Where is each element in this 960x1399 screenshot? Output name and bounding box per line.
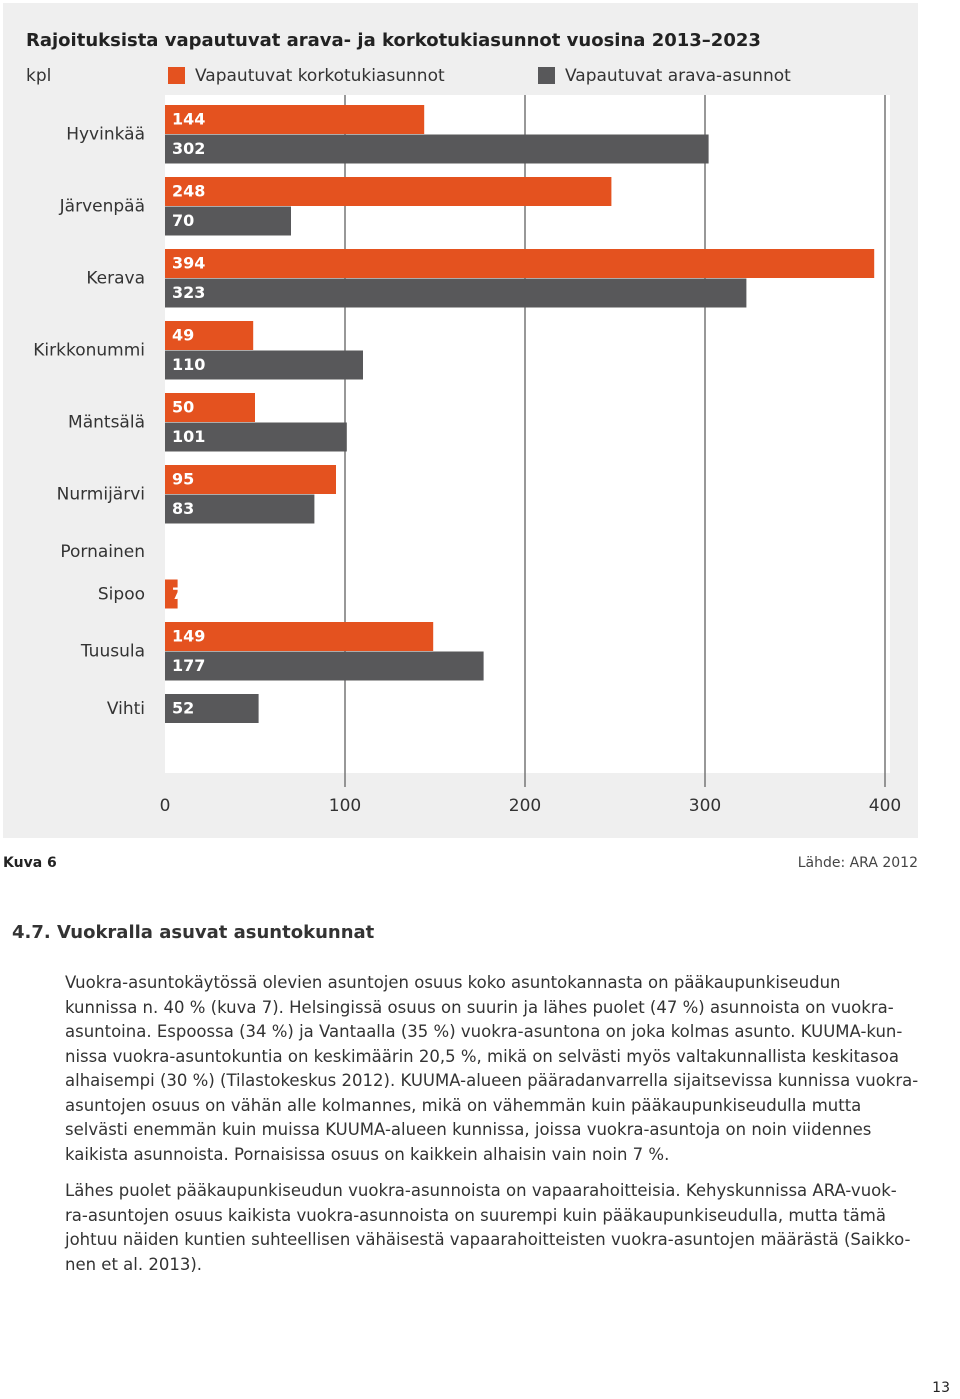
bar bbox=[165, 177, 612, 206]
chart: Rajoituksista vapautuvat arava- ja korko… bbox=[3, 3, 918, 838]
value-label: 110 bbox=[172, 355, 205, 374]
text-line: johtuu näiden kuntien suhteellisen vähäi… bbox=[65, 1230, 911, 1249]
text-line: Vuokra-asuntokäytössä olevien asuntojen … bbox=[65, 973, 841, 992]
y-tick-label: Pornainen bbox=[60, 542, 145, 562]
value-label: 95 bbox=[172, 469, 194, 488]
bar bbox=[165, 134, 709, 164]
x-tick-label: 300 bbox=[689, 796, 721, 816]
bar bbox=[165, 393, 255, 422]
x-tick-label: 0 bbox=[160, 796, 171, 816]
bar bbox=[165, 579, 178, 609]
text-line: nen et al. 2013). bbox=[65, 1254, 203, 1274]
bar bbox=[165, 350, 363, 380]
value-label: 52 bbox=[172, 698, 194, 717]
value-label: 101 bbox=[172, 427, 205, 446]
x-tick-label: 400 bbox=[869, 796, 901, 816]
legend-swatch bbox=[538, 67, 555, 84]
value-label: 49 bbox=[172, 325, 194, 344]
value-label: 50 bbox=[172, 397, 194, 416]
section-heading: 4.7. Vuokralla asuvat asuntokunnat bbox=[12, 922, 375, 943]
y-axis-label: kpl bbox=[26, 66, 51, 86]
value-label: 70 bbox=[172, 211, 194, 230]
bar bbox=[165, 321, 254, 350]
bar bbox=[165, 494, 315, 524]
bar bbox=[165, 105, 425, 134]
value-label: 149 bbox=[172, 626, 205, 645]
text-line: kaikista asunnoista. Pornaisissa osuus o… bbox=[65, 1144, 670, 1164]
value-label: 248 bbox=[172, 181, 205, 200]
chart-title: Rajoituksista vapautuvat arava- ja korko… bbox=[26, 30, 761, 51]
bar bbox=[165, 465, 336, 494]
value-label: 83 bbox=[172, 499, 194, 518]
figure-source: Lähde: ARA 2012 bbox=[797, 855, 918, 871]
bar bbox=[165, 278, 747, 308]
y-tick-label: Nurmijärvi bbox=[57, 485, 145, 505]
x-tick-label: 100 bbox=[329, 796, 361, 816]
text-line: Lähes puolet pääkaupunkiseudun vuokra-as… bbox=[65, 1181, 897, 1200]
legend-label: Vapautuvat korkotukiasunnot bbox=[195, 66, 445, 86]
y-tick-label: Vihti bbox=[107, 699, 145, 719]
text-line: kunnissa n. 40 % (kuva 7). Helsingissä o… bbox=[65, 997, 894, 1017]
bar bbox=[165, 422, 347, 452]
paragraph: Lähes puolet pääkaupunkiseudun vuokra-as… bbox=[65, 1179, 910, 1277]
bar bbox=[165, 206, 291, 236]
value-label: 144 bbox=[172, 109, 205, 128]
page-number: 13 bbox=[932, 1380, 950, 1396]
text-line: selvästi enemmän kuin muissa KUUMA-aluee… bbox=[65, 1120, 872, 1139]
legend-swatch bbox=[168, 67, 185, 84]
paragraph: Vuokra-asuntokäytössä olevien asuntojen … bbox=[65, 971, 918, 1167]
value-label: 394 bbox=[172, 253, 205, 272]
y-tick-label: Kirkkonummi bbox=[33, 341, 145, 361]
y-tick-label: Mäntsälä bbox=[68, 413, 145, 433]
bar bbox=[165, 651, 484, 681]
legend-label: Vapautuvat arava-asunnot bbox=[565, 66, 791, 86]
x-tick-label: 200 bbox=[509, 796, 541, 816]
value-label: 7 bbox=[172, 584, 183, 603]
bar bbox=[165, 694, 259, 723]
text-line: asuntojen osuus on vähän alle kolmannes,… bbox=[65, 1095, 862, 1115]
value-label: 323 bbox=[172, 283, 205, 302]
value-label: 302 bbox=[172, 139, 205, 158]
text-line: nissa vuokra-asuntokuntia on keskimäärin… bbox=[65, 1046, 899, 1066]
y-tick-label: Kerava bbox=[86, 269, 145, 289]
y-tick-label: Sipoo bbox=[98, 584, 145, 604]
value-label: 177 bbox=[172, 656, 205, 675]
text-line: asuntoina. Espoossa (34 %) ja Vantaalla … bbox=[65, 1022, 903, 1041]
text-line: ra-asuntojen osuus kaikista vuokra-asunn… bbox=[65, 1205, 886, 1225]
text-line: alhaisempi (30 %) (Tilastokeskus 2012). … bbox=[65, 1071, 919, 1090]
y-tick-label: Tuusula bbox=[80, 642, 145, 662]
figure-label: Kuva 6 bbox=[3, 855, 57, 871]
y-tick-label: Järvenpää bbox=[59, 197, 145, 217]
y-tick-label: Hyvinkää bbox=[66, 125, 145, 145]
bar bbox=[165, 622, 434, 651]
bar bbox=[165, 249, 875, 278]
